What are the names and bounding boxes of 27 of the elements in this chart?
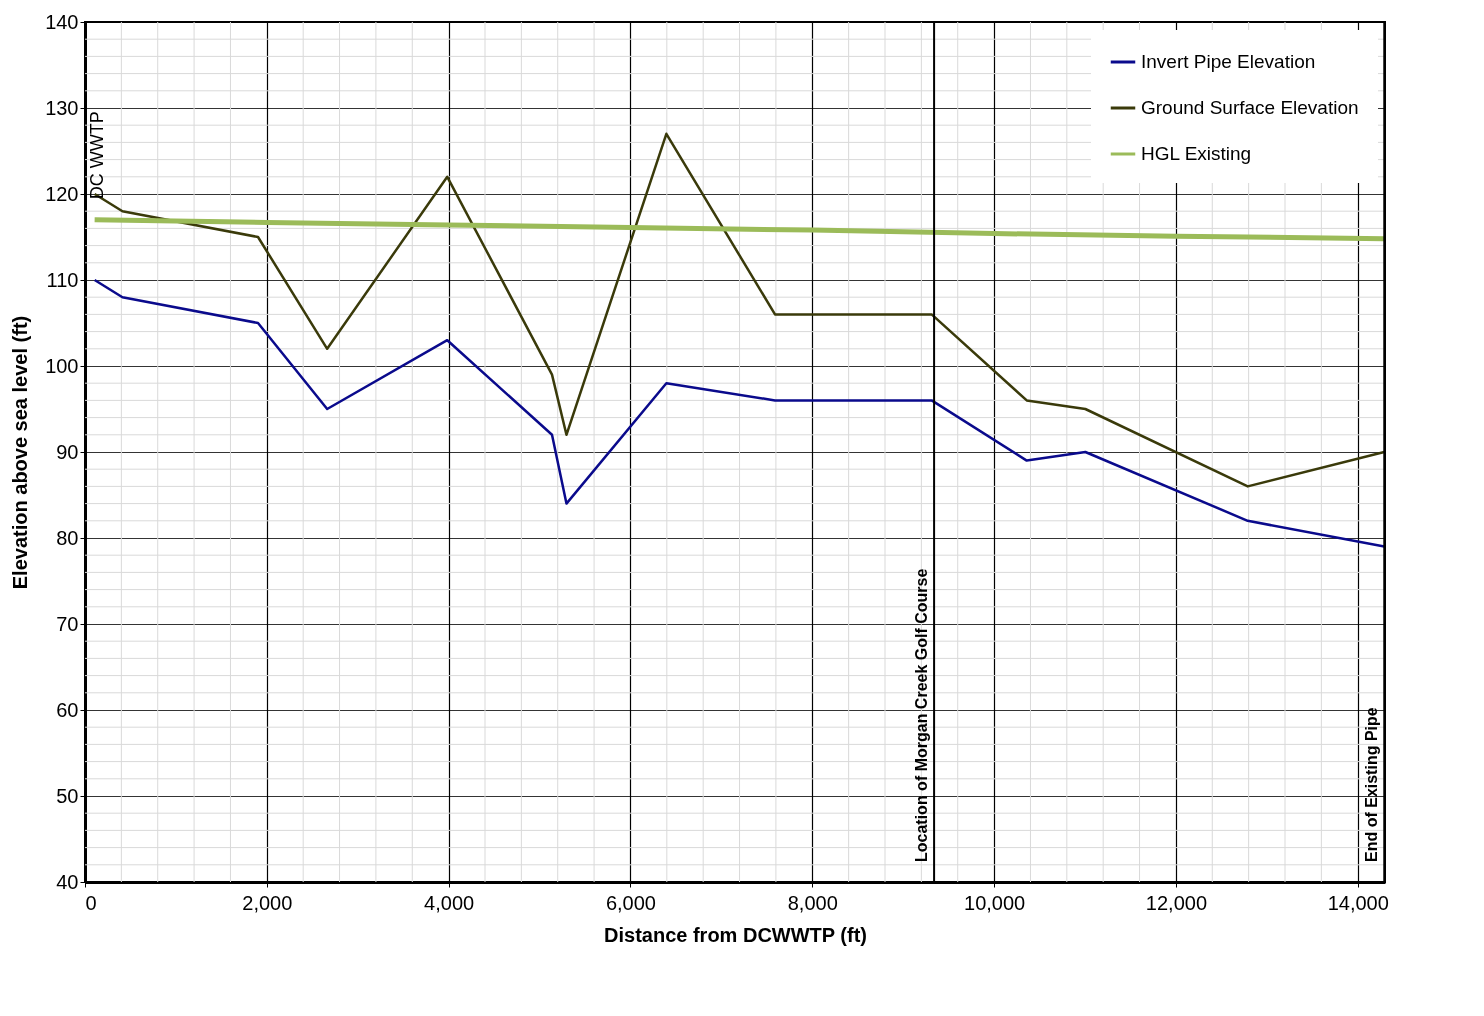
- x-tick-label: 2,000: [242, 891, 293, 914]
- legend-label: Ground Surface Elevation: [1141, 97, 1359, 118]
- x-tick-label: 10,000: [964, 891, 1026, 914]
- y-tick-label: 70: [56, 612, 79, 635]
- y-tick-label: 60: [56, 698, 79, 721]
- legend-label: HGL Existing: [1141, 143, 1252, 164]
- y-axis-title: Elevation above sea level (ft): [9, 315, 32, 590]
- y-tick-label: 50: [56, 784, 79, 807]
- ref-line-label: Location of Morgan Creek Golf Course: [913, 568, 931, 862]
- y-tick-label: 100: [45, 354, 79, 377]
- x-tick-label: 4,000: [424, 891, 475, 914]
- x-tick-label: 8,000: [787, 891, 838, 914]
- x-axis-title: Distance from DCWWTP (ft): [604, 923, 867, 946]
- x-tick-label: 6,000: [605, 891, 656, 914]
- y-tick-label: 140: [45, 10, 79, 33]
- y-tick-label: 120: [45, 182, 79, 205]
- legend-label: Invert Pipe Elevation: [1141, 51, 1316, 72]
- ref-line-label: End of Existing Pipe: [1363, 707, 1381, 862]
- y-tick-label: 130: [45, 96, 79, 119]
- y-tick-label: 90: [56, 440, 79, 463]
- annotation: DC WWTP: [87, 111, 107, 200]
- y-tick-label: 110: [46, 268, 79, 291]
- y-tick-label: 40: [56, 870, 79, 893]
- x-tick-label: 0: [85, 891, 97, 914]
- x-tick-label: 14,000: [1327, 891, 1389, 914]
- x-tick-label: 12,000: [1145, 891, 1207, 914]
- y-tick-label: 80: [56, 526, 79, 549]
